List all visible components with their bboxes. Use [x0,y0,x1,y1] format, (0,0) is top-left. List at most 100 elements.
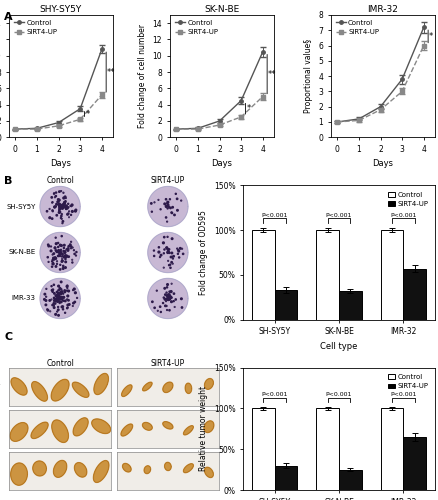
Circle shape [158,251,159,253]
Circle shape [51,196,53,198]
Circle shape [173,293,174,294]
Circle shape [61,218,62,219]
Circle shape [59,288,61,290]
Circle shape [73,288,75,290]
Circle shape [171,297,172,298]
Circle shape [52,304,53,306]
Circle shape [166,248,168,250]
Circle shape [166,247,167,248]
Circle shape [54,206,56,208]
Circle shape [167,294,169,295]
Polygon shape [11,378,27,395]
Circle shape [64,203,65,204]
Circle shape [72,247,73,248]
Circle shape [65,261,66,262]
Circle shape [58,250,60,251]
Circle shape [166,298,168,300]
Legend: Control, SIRT4-UP: Control, SIRT4-UP [173,18,219,36]
Circle shape [168,296,170,298]
Bar [274,290,297,320]
Bar [380,230,403,320]
Circle shape [59,252,60,253]
Circle shape [166,298,167,300]
Circle shape [166,247,167,248]
Circle shape [46,288,47,290]
Circle shape [169,297,170,298]
Circle shape [167,298,168,300]
Circle shape [54,197,55,198]
Circle shape [170,301,172,302]
Circle shape [65,205,67,207]
Circle shape [157,310,158,311]
Circle shape [59,298,60,300]
Circle shape [53,264,54,265]
Circle shape [178,257,179,258]
Circle shape [56,250,58,252]
Polygon shape [40,278,80,318]
Circle shape [166,202,168,203]
Circle shape [59,212,60,213]
Circle shape [177,250,179,252]
Circle shape [162,302,163,304]
Circle shape [59,208,60,210]
Circle shape [169,298,170,300]
Circle shape [59,252,60,253]
Text: *: * [85,110,90,118]
Circle shape [64,206,65,208]
Circle shape [68,211,69,212]
Circle shape [176,210,178,211]
Circle shape [60,252,62,254]
Polygon shape [121,424,132,436]
Text: A: A [4,12,13,22]
Circle shape [60,298,61,300]
Circle shape [65,258,66,260]
Circle shape [48,246,49,247]
Title: SHY-SY5Y: SHY-SY5Y [39,5,81,14]
Polygon shape [183,426,193,435]
Circle shape [63,205,64,206]
Circle shape [159,306,160,308]
Circle shape [63,293,64,294]
Circle shape [45,304,46,306]
Circle shape [75,255,76,256]
Y-axis label: Relative tumor weight: Relative tumor weight [199,386,208,472]
Circle shape [55,237,56,238]
Circle shape [47,309,48,310]
Circle shape [58,285,60,287]
Circle shape [68,207,69,208]
Circle shape [61,306,63,308]
Circle shape [173,300,174,302]
Circle shape [173,256,174,257]
Circle shape [60,281,62,282]
Circle shape [69,244,71,246]
Circle shape [59,252,60,253]
Circle shape [54,247,56,249]
Circle shape [172,258,173,259]
Circle shape [169,252,170,254]
Circle shape [57,246,59,248]
Circle shape [74,292,76,294]
Circle shape [167,236,168,238]
Text: B: B [4,176,13,186]
Circle shape [67,248,69,250]
Polygon shape [93,460,109,482]
Circle shape [60,296,61,298]
Bar [274,466,297,490]
Circle shape [60,297,61,299]
Circle shape [50,246,51,247]
Bar [403,268,425,320]
Circle shape [58,212,60,214]
Polygon shape [31,422,48,438]
Polygon shape [162,382,173,392]
Circle shape [59,298,60,299]
Circle shape [168,264,169,266]
Circle shape [172,206,173,208]
Circle shape [170,262,172,263]
Circle shape [58,296,60,298]
Circle shape [57,309,59,310]
Circle shape [63,204,64,205]
Circle shape [59,191,60,192]
Circle shape [64,244,65,246]
Legend: Control, SIRT4-UP: Control, SIRT4-UP [385,371,430,392]
Circle shape [64,312,65,314]
